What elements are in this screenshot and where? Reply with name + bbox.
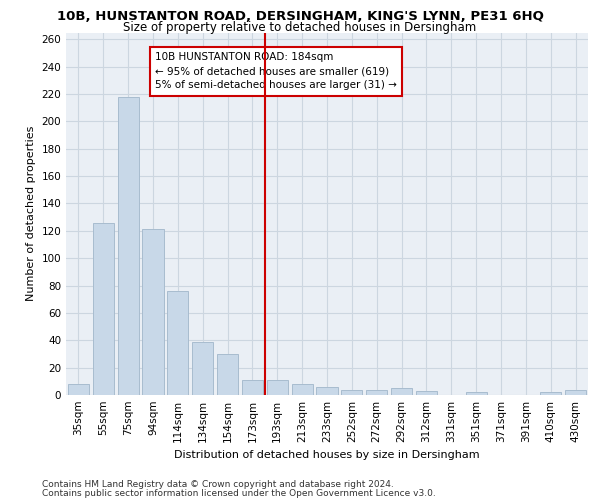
Bar [366, 390, 387, 395]
Bar [93, 222, 114, 395]
Bar [118, 97, 139, 395]
Bar [391, 388, 412, 395]
Text: 10B HUNSTANTON ROAD: 184sqm
← 95% of detached houses are smaller (619)
5% of sem: 10B HUNSTANTON ROAD: 184sqm ← 95% of det… [155, 52, 397, 90]
Y-axis label: Number of detached properties: Number of detached properties [26, 126, 36, 302]
Text: Contains public sector information licensed under the Open Government Licence v3: Contains public sector information licen… [42, 488, 436, 498]
X-axis label: Distribution of detached houses by size in Dersingham: Distribution of detached houses by size … [174, 450, 480, 460]
Text: Size of property relative to detached houses in Dersingham: Size of property relative to detached ho… [124, 21, 476, 34]
Bar [565, 390, 586, 395]
Bar [292, 384, 313, 395]
Text: Contains HM Land Registry data © Crown copyright and database right 2024.: Contains HM Land Registry data © Crown c… [42, 480, 394, 489]
Bar [142, 230, 164, 395]
Bar [192, 342, 213, 395]
Bar [242, 380, 263, 395]
Bar [341, 390, 362, 395]
Bar [68, 384, 89, 395]
Bar [540, 392, 561, 395]
Bar [267, 380, 288, 395]
Bar [416, 391, 437, 395]
Bar [167, 291, 188, 395]
Bar [217, 354, 238, 395]
Bar [466, 392, 487, 395]
Text: 10B, HUNSTANTON ROAD, DERSINGHAM, KING'S LYNN, PE31 6HQ: 10B, HUNSTANTON ROAD, DERSINGHAM, KING'S… [56, 10, 544, 23]
Bar [316, 387, 338, 395]
